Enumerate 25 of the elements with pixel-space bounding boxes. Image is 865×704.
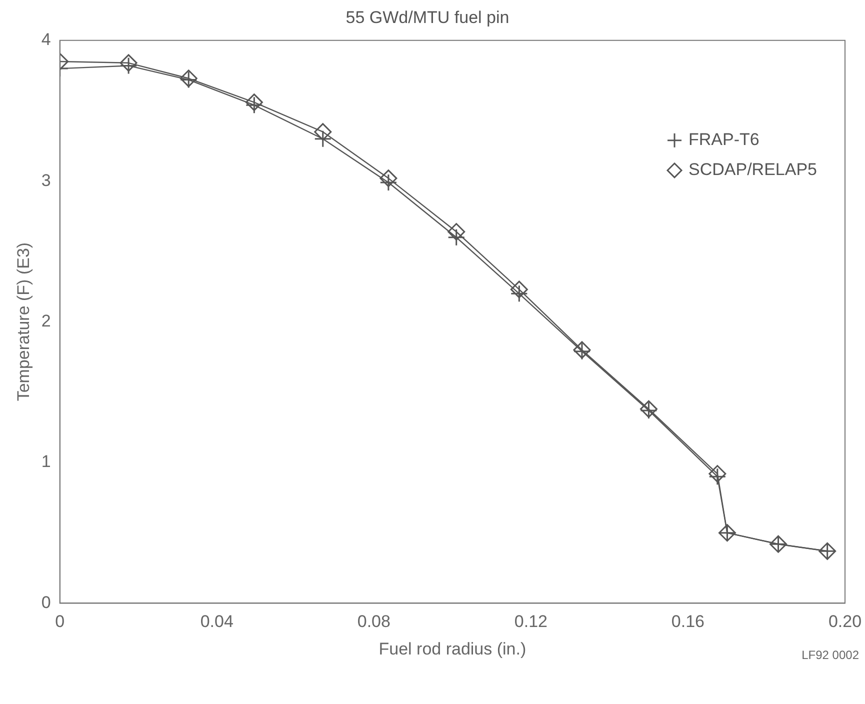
x-tick-label: 0.16	[671, 612, 705, 632]
y-tick-label: 0	[41, 592, 51, 612]
x-axis-title: Fuel rod radius (in.)	[378, 639, 526, 658]
y-tick-label: 3	[41, 170, 51, 190]
chart-title: 55 GWd/MTU fuel pin	[346, 8, 510, 27]
point	[448, 223, 466, 240]
x-tick-label: 0.04	[200, 612, 234, 632]
point	[314, 123, 332, 141]
x-tick-label: 0	[55, 612, 65, 632]
y-tick-label: 1	[41, 452, 51, 472]
x-tick-label: 0.20	[828, 612, 862, 632]
point	[510, 280, 528, 298]
point	[314, 130, 332, 148]
x-tick-label: 0.08	[357, 612, 390, 632]
y-tick-label: 2	[41, 311, 51, 330]
legend-label: SCDAP/RELAP5	[688, 160, 818, 180]
x-tick-label: 0.12	[514, 612, 548, 632]
text: LF92 0002	[802, 648, 859, 662]
point	[380, 170, 398, 188]
point	[510, 284, 528, 302]
y-axis-title: Temperature (F) (E3)	[14, 242, 33, 402]
y-tick-label: 4	[41, 30, 51, 50]
legend-label: FRAP-T6	[688, 130, 760, 150]
point	[380, 174, 398, 192]
point	[448, 228, 466, 246]
